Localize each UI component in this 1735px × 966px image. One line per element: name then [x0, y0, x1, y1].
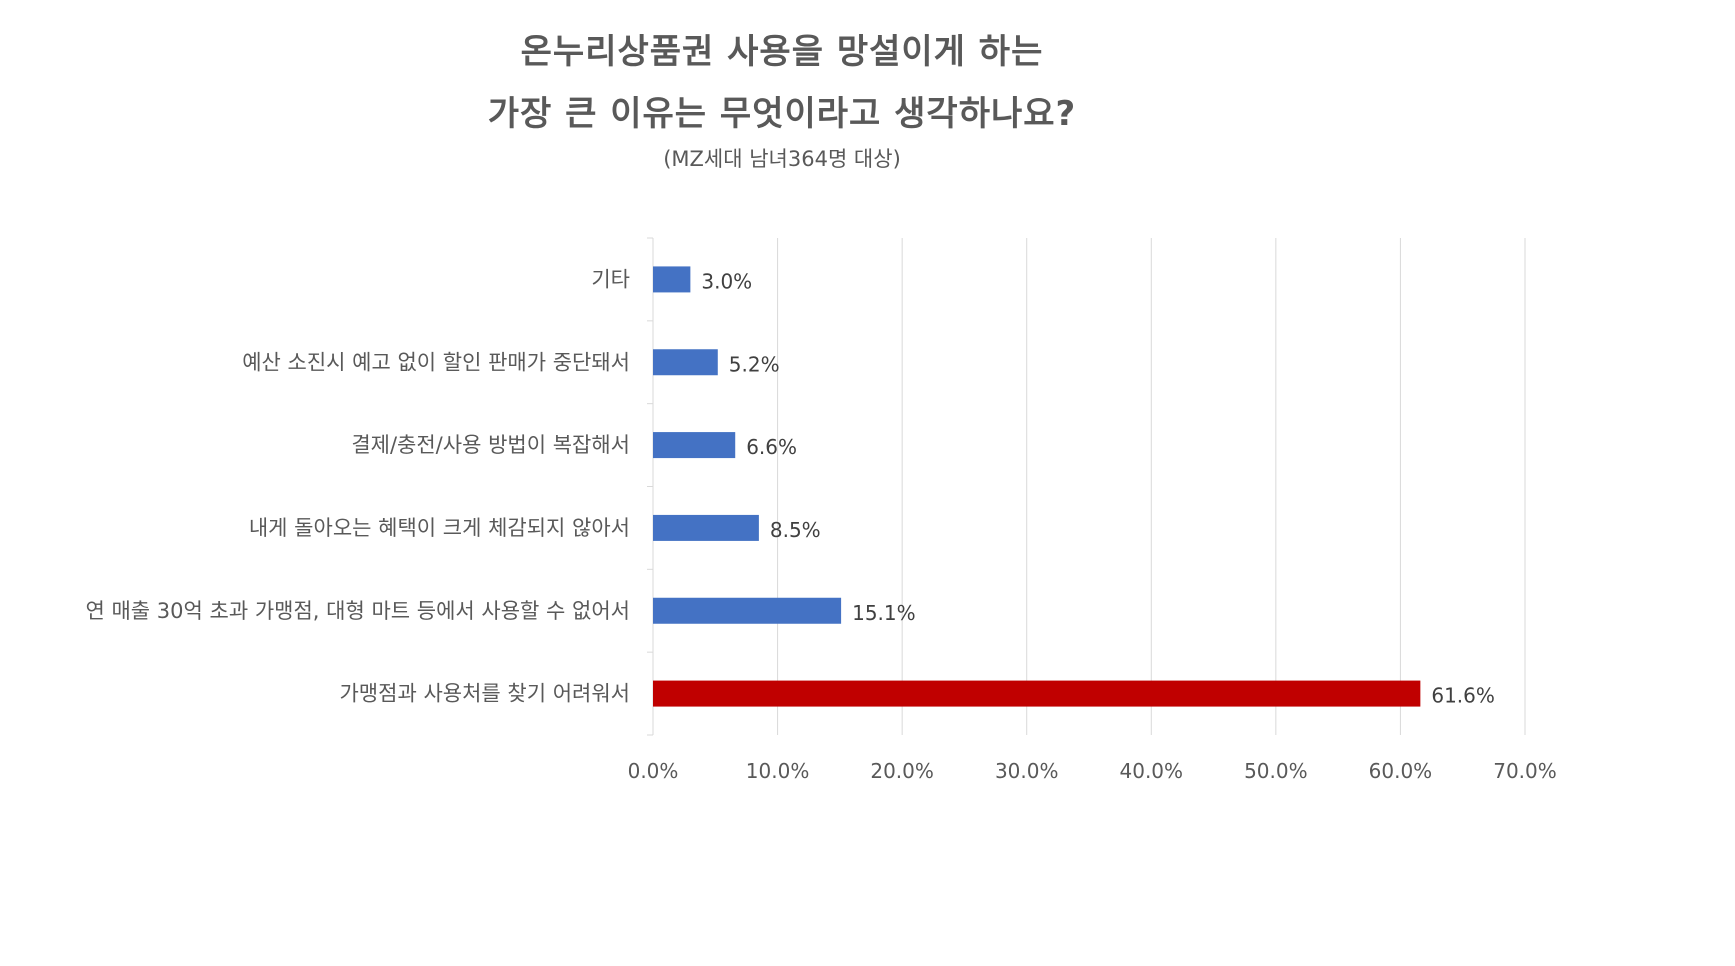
data-label: 6.6% — [746, 435, 797, 459]
category-label: 기타 — [591, 267, 630, 291]
category-label: 연 매출 30억 초과 가맹점, 대형 마트 등에서 사용할 수 없어서 — [85, 599, 630, 623]
bar — [653, 432, 736, 459]
bar — [653, 680, 1421, 707]
data-label: 8.5% — [770, 518, 821, 542]
chart-title-line-1: 온누리상품권 사용을 망설이게 하는 — [520, 32, 1044, 72]
x-tick-label: 10.0% — [746, 759, 810, 783]
chart-subtitle: (MZ세대 남녀364명 대상) — [663, 147, 901, 171]
data-label: 3.0% — [701, 269, 752, 293]
category-label: 내게 돌아오는 혜택이 크게 체감되지 않아서 — [249, 516, 630, 540]
data-label: 5.2% — [729, 352, 780, 376]
x-tick-label: 70.0% — [1493, 759, 1557, 783]
category-label: 가맹점과 사용처를 찾기 어려워서 — [339, 682, 630, 706]
chart-title-line-2: 가장 큰 이유는 무엇이라고 생각하나요? — [487, 94, 1077, 134]
x-tick-label: 0.0% — [628, 759, 679, 783]
category-label: 예산 소진시 예고 없이 할인 판매가 중단돼서 — [242, 350, 630, 374]
x-tick-label: 60.0% — [1369, 759, 1433, 783]
bar — [653, 266, 691, 293]
bar — [653, 514, 759, 541]
bar — [653, 597, 842, 624]
category-label: 결제/충전/사용 방법이 복잡해서 — [351, 433, 630, 457]
x-tick-label: 50.0% — [1244, 759, 1308, 783]
data-label: 61.6% — [1431, 684, 1495, 708]
data-label: 15.1% — [852, 601, 916, 625]
x-tick-label: 20.0% — [870, 759, 934, 783]
x-tick-label: 30.0% — [995, 759, 1059, 783]
bar — [653, 349, 718, 376]
x-tick-label: 40.0% — [1120, 759, 1184, 783]
